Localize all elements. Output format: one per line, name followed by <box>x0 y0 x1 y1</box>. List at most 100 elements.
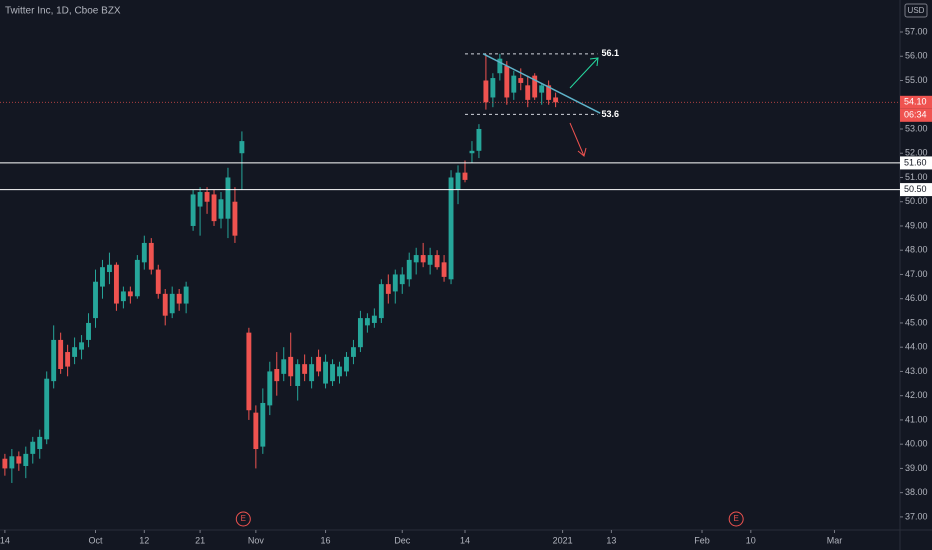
candle-body <box>44 378 50 440</box>
up-arrow-head <box>589 57 599 67</box>
candle-body <box>518 78 524 83</box>
event-label[interactable]: E <box>241 514 246 523</box>
x-tick-label: 21 <box>195 535 205 545</box>
level-label: 50.50 <box>904 184 927 194</box>
event-label[interactable]: E <box>734 514 739 523</box>
candle-body <box>546 85 552 100</box>
x-tick-label: 14 <box>0 535 10 545</box>
y-tick-label: 44.00 <box>905 342 928 352</box>
candle-body <box>455 172 461 190</box>
candle-body <box>120 291 126 302</box>
candle-body <box>469 150 475 154</box>
candle-body <box>434 255 440 268</box>
y-tick-label: 55.00 <box>905 75 928 85</box>
y-tick-label: 46.00 <box>905 293 928 303</box>
candle-body <box>65 352 71 367</box>
x-tick-label: 10 <box>746 535 756 545</box>
candle-body <box>211 194 217 222</box>
candle-body <box>37 436 43 450</box>
candle-body <box>197 192 203 207</box>
candle-body <box>148 242 154 270</box>
y-tick-label: 57.00 <box>905 26 928 36</box>
candle-body <box>302 364 308 374</box>
last-price-box <box>900 95 932 109</box>
y-tick-label: 51.00 <box>905 172 928 182</box>
down-arrow <box>569 122 585 157</box>
candle-body <box>288 356 294 377</box>
y-tick-label: 53.00 <box>905 123 928 133</box>
candle-body <box>323 361 329 384</box>
candle-body <box>204 192 210 202</box>
currency[interactable]: USD <box>908 6 925 15</box>
trendline <box>482 53 601 114</box>
candle-body <box>239 141 245 154</box>
candle-body <box>72 347 78 357</box>
candle-body <box>337 366 342 377</box>
candle-body <box>539 85 545 93</box>
x-tick-label: 16 <box>321 535 331 545</box>
x-tick-label: Oct <box>88 535 103 545</box>
candle-body <box>23 453 29 466</box>
candle-body <box>399 274 405 285</box>
candle-body <box>504 65 510 98</box>
candle-body <box>420 255 426 263</box>
x-tick-label: Mar <box>827 535 843 545</box>
level-label-box <box>900 183 932 197</box>
x-tick-label: Nov <box>248 535 265 545</box>
candle-body <box>253 412 259 450</box>
candle-body <box>483 80 489 103</box>
level-label-box <box>900 156 932 170</box>
candle-body <box>525 85 531 100</box>
y-tick-label: 52.00 <box>905 148 928 158</box>
y-tick-label: 40.00 <box>905 439 928 449</box>
arrows <box>569 57 599 157</box>
countdown-box <box>900 108 932 122</box>
countdown: 06:34 <box>904 110 927 120</box>
candle-body <box>267 371 273 406</box>
candle-body <box>225 177 231 219</box>
y-tick-label: 41.00 <box>905 414 928 424</box>
x-tick-label: 2021 <box>553 535 573 545</box>
candle-body <box>16 456 22 464</box>
chart-title: Twitter Inc, 1D, Cboe BZX <box>5 6 121 17</box>
y-tick-label: 45.00 <box>905 317 928 327</box>
candle-body <box>351 347 356 357</box>
candle-body <box>51 339 57 382</box>
y-tick-label: 56.00 <box>905 51 928 61</box>
event-marker[interactable] <box>728 511 744 527</box>
x-tick-label: 14 <box>460 535 470 545</box>
candle-body <box>553 97 559 103</box>
candle-body <box>134 259 140 297</box>
candle-body <box>385 284 391 294</box>
candle-body <box>392 274 398 292</box>
up-arrow <box>569 57 599 89</box>
currency-box[interactable] <box>904 3 928 18</box>
x-tick-label: 13 <box>606 535 616 545</box>
candle-body <box>406 259 412 280</box>
candle-body <box>371 315 377 323</box>
candle-body <box>511 75 517 93</box>
candle-body <box>113 264 119 304</box>
candle-body <box>86 322 91 340</box>
candle-body <box>93 281 98 319</box>
x-tick-label: 12 <box>139 535 149 545</box>
candle-body <box>2 458 8 469</box>
candle-body <box>427 255 433 265</box>
candle-body <box>413 255 419 263</box>
y-tick-label: 47.00 <box>905 269 928 279</box>
candle-body <box>441 262 447 277</box>
y-tick-label: 50.00 <box>905 196 928 206</box>
candle-body <box>497 58 503 74</box>
candle-body <box>141 242 147 263</box>
y-tick-label: 43.00 <box>905 366 928 376</box>
candle-body <box>274 369 280 382</box>
level-label: 51.60 <box>904 157 927 167</box>
candle-body <box>532 75 538 98</box>
x-tick-label: Dec <box>394 535 411 545</box>
candle-body <box>190 194 196 226</box>
candle-body <box>79 342 85 350</box>
candle-body <box>378 284 384 319</box>
candle-body <box>127 291 133 297</box>
candle-body <box>176 293 182 304</box>
event-marker[interactable] <box>235 511 251 527</box>
